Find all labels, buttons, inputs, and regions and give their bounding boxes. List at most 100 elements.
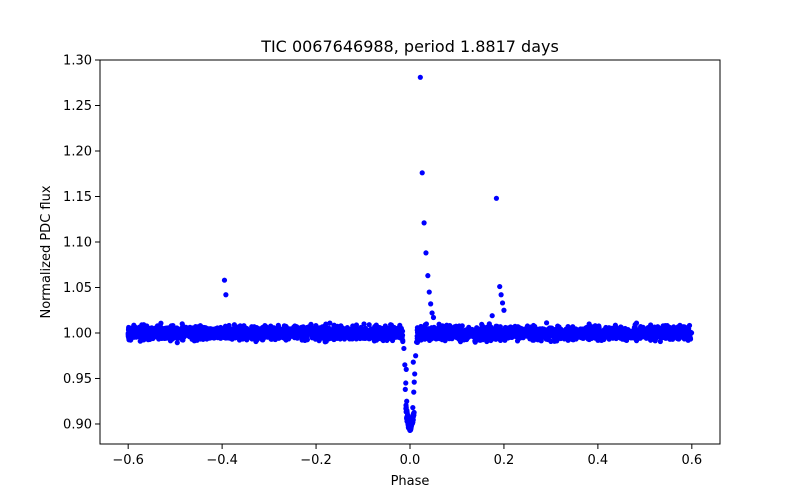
data-point — [403, 366, 409, 372]
data-point — [520, 334, 526, 341]
data-point — [411, 389, 417, 395]
data-point — [293, 326, 299, 332]
data-point — [652, 338, 658, 344]
x-tick-label: 0.0 — [400, 453, 421, 468]
data-point — [327, 320, 333, 326]
data-point — [316, 331, 322, 337]
data-point — [411, 379, 417, 385]
data-point — [672, 330, 679, 336]
data-point — [484, 329, 490, 335]
data-point — [329, 332, 336, 338]
data-point — [682, 324, 688, 330]
data-point — [675, 324, 681, 330]
data-point — [596, 324, 602, 330]
data-point — [413, 339, 420, 345]
data-point — [649, 334, 655, 340]
data-point — [193, 330, 199, 337]
data-point — [477, 337, 483, 343]
data-point — [391, 329, 397, 335]
data-point — [142, 329, 148, 335]
data-point — [199, 327, 206, 333]
data-point — [423, 334, 430, 340]
data-point — [405, 412, 411, 418]
data-point — [254, 325, 260, 331]
chart-title: TIC 0067646988, period 1.8817 days — [260, 37, 559, 56]
data-point — [144, 323, 150, 330]
data-point — [263, 326, 269, 333]
data-point — [179, 321, 185, 327]
data-point — [456, 329, 462, 335]
x-tick-label: 0.4 — [588, 453, 609, 468]
data-point — [688, 329, 694, 335]
data-point — [598, 331, 604, 338]
data-point — [668, 326, 674, 333]
data-point — [616, 334, 622, 340]
data-point — [403, 406, 409, 412]
data-point — [296, 333, 302, 339]
data-point — [236, 337, 243, 343]
data-point — [340, 333, 346, 339]
data-point — [211, 331, 217, 337]
data-point — [484, 334, 490, 340]
data-point — [401, 345, 407, 352]
x-tick-label: 0.2 — [494, 453, 515, 468]
x-axis-label: Phase — [391, 474, 430, 489]
y-tick-label: 1.30 — [63, 54, 92, 69]
data-point — [402, 386, 408, 392]
data-point — [132, 331, 138, 337]
data-point — [455, 335, 462, 341]
data-point — [439, 323, 446, 329]
data-point — [268, 331, 274, 337]
plot-area-frame — [99, 59, 721, 445]
data-point — [577, 328, 583, 335]
data-point — [170, 323, 176, 329]
data-point — [561, 331, 567, 338]
data-point — [204, 330, 211, 336]
data-point — [387, 322, 394, 328]
data-point — [665, 335, 672, 341]
data-point — [445, 324, 451, 330]
data-point — [637, 328, 644, 334]
data-point — [632, 321, 638, 328]
data-point — [177, 332, 183, 338]
data-point — [473, 328, 479, 334]
data-point — [145, 337, 151, 343]
data-point — [583, 330, 589, 336]
data-point — [206, 335, 213, 341]
data-point — [316, 338, 322, 344]
data-point — [165, 332, 171, 338]
data-point — [222, 327, 228, 333]
data-point — [557, 335, 563, 341]
data-point — [300, 329, 306, 335]
y-tick-label: 1.10 — [63, 235, 92, 250]
data-point — [346, 330, 352, 336]
data-point — [463, 327, 469, 333]
data-point — [487, 331, 494, 337]
data-point — [213, 327, 219, 333]
data-point — [223, 292, 229, 298]
data-point — [386, 333, 392, 339]
x-tick-label: −0.4 — [206, 453, 238, 468]
data-point — [391, 325, 397, 331]
data-point — [361, 321, 367, 327]
data-point — [514, 329, 521, 335]
data-point — [366, 322, 372, 328]
data-point — [430, 314, 437, 321]
data-point — [361, 334, 367, 341]
data-points-layer — [125, 74, 695, 433]
data-point — [404, 398, 410, 404]
data-point — [603, 331, 609, 338]
data-point — [465, 334, 471, 340]
data-point — [429, 310, 435, 316]
data-point — [358, 324, 364, 331]
data-point — [498, 292, 504, 298]
data-point — [377, 325, 383, 332]
data-point — [621, 328, 627, 334]
data-point — [409, 416, 415, 423]
data-point — [541, 326, 547, 332]
y-axis-label: Normalized PDC flux — [39, 185, 54, 318]
data-point — [517, 325, 523, 331]
y-tick-label: 1.00 — [63, 326, 92, 341]
data-point — [410, 405, 416, 411]
